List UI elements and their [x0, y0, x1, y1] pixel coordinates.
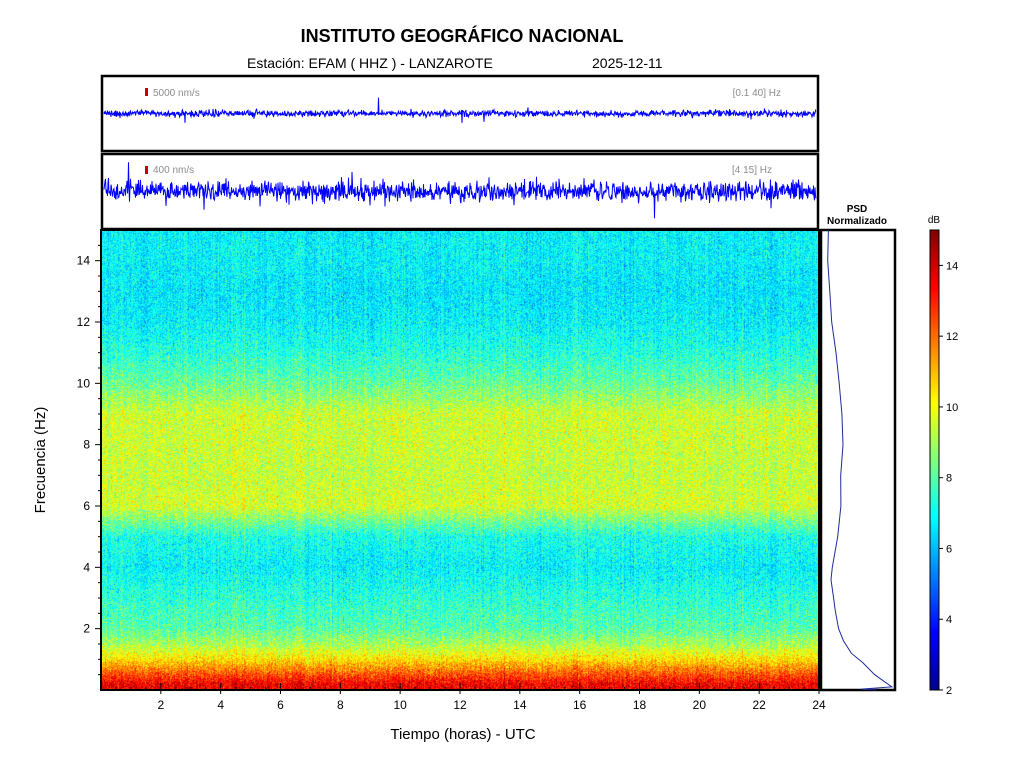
x-axis-label: Tiempo (horas) - UTC	[390, 726, 535, 743]
colorbar-gradient	[929, 229, 940, 691]
x-tick-label: 24	[812, 698, 826, 712]
x-tick-label: 22	[752, 698, 766, 712]
station-info: Estación: EFAM ( HHZ ) - LANZAROTE	[247, 55, 493, 71]
x-tick-label: 2	[157, 698, 164, 712]
station-name: EFAM ( HHZ ) - LANZAROTE	[308, 55, 493, 71]
x-tick-label: 8	[337, 698, 344, 712]
band-label: [0.1 40] Hz	[733, 88, 781, 99]
colorbar-tick-label: 2	[946, 685, 952, 697]
station-label: Estación:	[247, 55, 305, 71]
x-tick-label: 16	[573, 698, 587, 712]
scale-label: 400 nm/s	[153, 165, 194, 176]
colorbar-tick-label: 10	[946, 402, 958, 414]
x-axis: 2 4 6 8 10 12 14 16 18 20 22 24	[115, 683, 826, 712]
psd-title-line1: PSD	[847, 204, 868, 215]
psd-panel: PSD Normalizado	[819, 204, 897, 692]
seismogram-trace	[103, 162, 817, 219]
colorbar-label: dB	[928, 215, 941, 226]
x-tick-label: 4	[217, 698, 224, 712]
y-axis: 2 4 6 8 10 12 14	[77, 244, 101, 676]
seismogram-panel-broadband: 5000 nm/s [0.1 40] Hz	[100, 74, 820, 153]
y-tick-label: 4	[83, 560, 90, 574]
colorbar-tick-label: 4	[946, 614, 952, 626]
band-label: [4 15] Hz	[732, 165, 772, 176]
y-tick-label: 14	[77, 254, 91, 268]
scale-marker	[145, 88, 148, 96]
y-tick-label: 8	[83, 438, 90, 452]
y-tick-label: 6	[83, 499, 90, 513]
x-tick-label: 14	[513, 698, 527, 712]
date-label: 2025-12-11	[592, 55, 663, 71]
x-tick-label: 10	[393, 698, 407, 712]
spectrogram-heatmap	[101, 230, 819, 690]
colorbar-ticks: 2 4 6 8 10 12 14	[939, 260, 958, 697]
seismogram-panel-filtered: 400 nm/s [4 15] Hz	[100, 152, 820, 231]
psd-title-line2: Normalizado	[827, 216, 887, 227]
colorbar: dB 2 4 6 8 10 12 14	[928, 215, 958, 697]
x-tick-label: 6	[277, 698, 284, 712]
x-tick-label: 20	[693, 698, 707, 712]
colorbar-tick-label: 12	[946, 331, 958, 343]
seismogram-trace	[103, 97, 817, 123]
colorbar-tick-label: 14	[946, 260, 958, 272]
colorbar-tick-label: 6	[946, 543, 952, 555]
psd-series-line	[827, 229, 894, 691]
scale-label: 5000 nm/s	[153, 88, 200, 99]
page-title: INSTITUTO GEOGRÁFICO NACIONAL	[300, 26, 624, 46]
y-tick-label: 12	[77, 315, 91, 329]
y-axis-label: Frecuencia (Hz)	[32, 407, 49, 514]
scale-marker	[145, 166, 148, 174]
colorbar-tick-label: 8	[946, 473, 952, 485]
y-tick-label: 10	[77, 376, 91, 390]
y-tick-label: 2	[83, 622, 90, 636]
x-tick-label: 18	[633, 698, 647, 712]
x-tick-label: 12	[453, 698, 467, 712]
